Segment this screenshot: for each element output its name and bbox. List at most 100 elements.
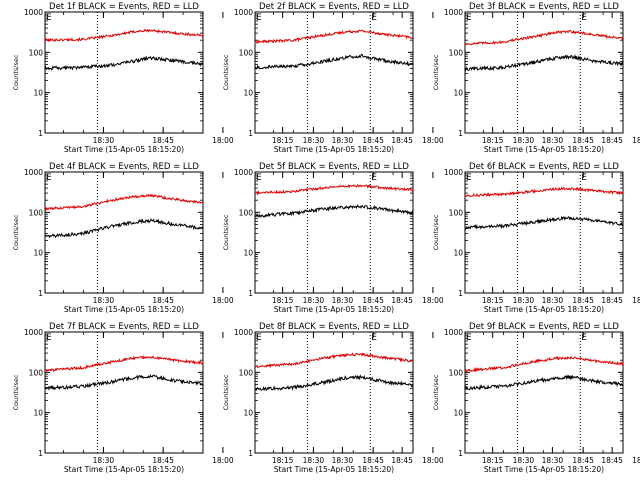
x-tick-label: 18:00 <box>212 456 234 465</box>
y-axis-label: Counts/sec <box>12 374 20 410</box>
y-tick-label: 10 <box>33 89 43 98</box>
x-tick-label: 18:45 <box>362 136 384 145</box>
segment-marker: E <box>581 333 587 343</box>
y-tick-label: 10 <box>453 409 463 418</box>
y-tick-label: 1000 <box>234 8 253 17</box>
x-axis-label: Start Time (15-Apr-05 18:15:20) <box>484 465 604 474</box>
segment-marker: E <box>466 13 472 23</box>
segment-marker: E <box>581 13 587 23</box>
y-tick-label: 10 <box>453 89 463 98</box>
panel-title: Det 1f BLACK = Events, RED = LLD <box>49 2 199 12</box>
plot-frame <box>464 11 624 134</box>
segment-marker: E <box>256 173 262 183</box>
x-tick-label: 18:00 <box>632 136 640 145</box>
x-tick-label: 18:45 <box>391 456 413 465</box>
segment-marker: E <box>46 173 52 183</box>
lld-series-line <box>44 193 204 211</box>
x-tick-label: 18:30 <box>332 136 354 145</box>
x-axis-label: Start Time (15-Apr-05 18:15:20) <box>64 305 184 314</box>
y-tick-label: 1000 <box>24 168 43 177</box>
x-tick-label: 18:45 <box>391 136 413 145</box>
panel-title: Det 4f BLACK = Events, RED = LLD <box>49 162 199 172</box>
panel-title: Det 9f BLACK = Events, RED = LLD <box>469 322 619 332</box>
segment-marker: E <box>371 333 377 343</box>
x-tick-label: 18:30 <box>542 136 564 145</box>
x-tick-label: 18:30 <box>542 296 564 305</box>
x-tick-label: 18:30 <box>513 136 535 145</box>
events-series-line <box>254 204 414 219</box>
y-tick-label: 100 <box>29 208 44 217</box>
y-tick-label: 1 <box>248 449 253 458</box>
x-tick-label: 18:00 <box>422 136 444 145</box>
x-tick-label: 18:45 <box>152 296 174 305</box>
x-tick-label: 18:45 <box>601 296 623 305</box>
events-series-line <box>44 373 204 391</box>
x-axis-label: Start Time (15-Apr-05 18:15:20) <box>274 465 394 474</box>
x-axis-label: Start Time (15-Apr-05 18:15:20) <box>64 145 184 154</box>
y-axis-label: Counts/sec <box>222 54 230 90</box>
y-axis-label: Counts/sec <box>222 214 230 250</box>
x-axis-label: Start Time (15-Apr-05 18:15:20) <box>274 305 394 314</box>
x-tick-label: 18:45 <box>572 296 594 305</box>
segment-marker: E <box>466 173 472 183</box>
y-tick-label: 100 <box>29 368 44 377</box>
plot-frame <box>464 331 624 454</box>
x-tick-label: 18:15 <box>272 456 294 465</box>
y-axis-label: Counts/sec <box>12 54 20 90</box>
x-tick-label: 18:30 <box>332 296 354 305</box>
plot-frame <box>44 331 204 454</box>
lld-series-line <box>464 355 624 373</box>
y-tick-label: 100 <box>239 208 254 217</box>
plot-frame <box>254 11 414 134</box>
panel-title: Det 2f BLACK = Events, RED = LLD <box>259 2 409 12</box>
y-tick-label: 1000 <box>234 328 253 337</box>
lld-series-line <box>254 183 414 196</box>
y-axis-label: Counts/sec <box>432 54 440 90</box>
plot-frame <box>254 331 414 454</box>
y-axis-label: Counts/sec <box>12 214 20 250</box>
y-tick-label: 10 <box>33 249 43 258</box>
panel-title: Det 6f BLACK = Events, RED = LLD <box>469 162 619 172</box>
x-tick-label: 18:00 <box>212 296 234 305</box>
lld-series-line <box>44 28 204 43</box>
x-tick-label: 18:45 <box>572 136 594 145</box>
y-tick-label: 1 <box>38 129 43 138</box>
y-tick-label: 100 <box>239 48 254 57</box>
panel-title: Det 8f BLACK = Events, RED = LLD <box>259 322 409 332</box>
x-tick-label: 18:45 <box>362 456 384 465</box>
lld-series-line <box>254 29 414 44</box>
y-tick-label: 1 <box>38 289 43 298</box>
y-tick-label: 10 <box>243 409 253 418</box>
lld-series-line <box>44 354 204 373</box>
y-tick-label: 1000 <box>24 328 43 337</box>
x-axis-label: Start Time (15-Apr-05 18:15:20) <box>484 305 604 314</box>
x-tick-label: 18:45 <box>572 456 594 465</box>
y-tick-label: 100 <box>29 48 44 57</box>
segment-marker: E <box>46 13 52 23</box>
panel-title: Det 7f BLACK = Events, RED = LLD <box>49 322 199 332</box>
x-axis-label: Start Time (15-Apr-05 18:15:20) <box>274 145 394 154</box>
x-tick-label: 18:15 <box>272 136 294 145</box>
x-tick-label: 18:15 <box>272 296 294 305</box>
panel-title: Det 3f BLACK = Events, RED = LLD <box>469 2 619 12</box>
events-series-line <box>464 53 624 72</box>
lld-series-line <box>464 29 624 46</box>
segment-marker: E <box>371 173 377 183</box>
plot-frame <box>464 171 624 294</box>
x-tick-label: 18:30 <box>93 296 115 305</box>
y-tick-label: 1000 <box>444 168 463 177</box>
plot-frame <box>44 11 204 134</box>
y-tick-label: 100 <box>449 48 464 57</box>
x-tick-label: 18:45 <box>152 456 174 465</box>
x-tick-label: 18:30 <box>93 456 115 465</box>
x-tick-label: 18:00 <box>422 456 444 465</box>
x-tick-label: 18:30 <box>513 456 535 465</box>
x-tick-label: 18:45 <box>362 296 384 305</box>
y-tick-label: 100 <box>239 368 254 377</box>
